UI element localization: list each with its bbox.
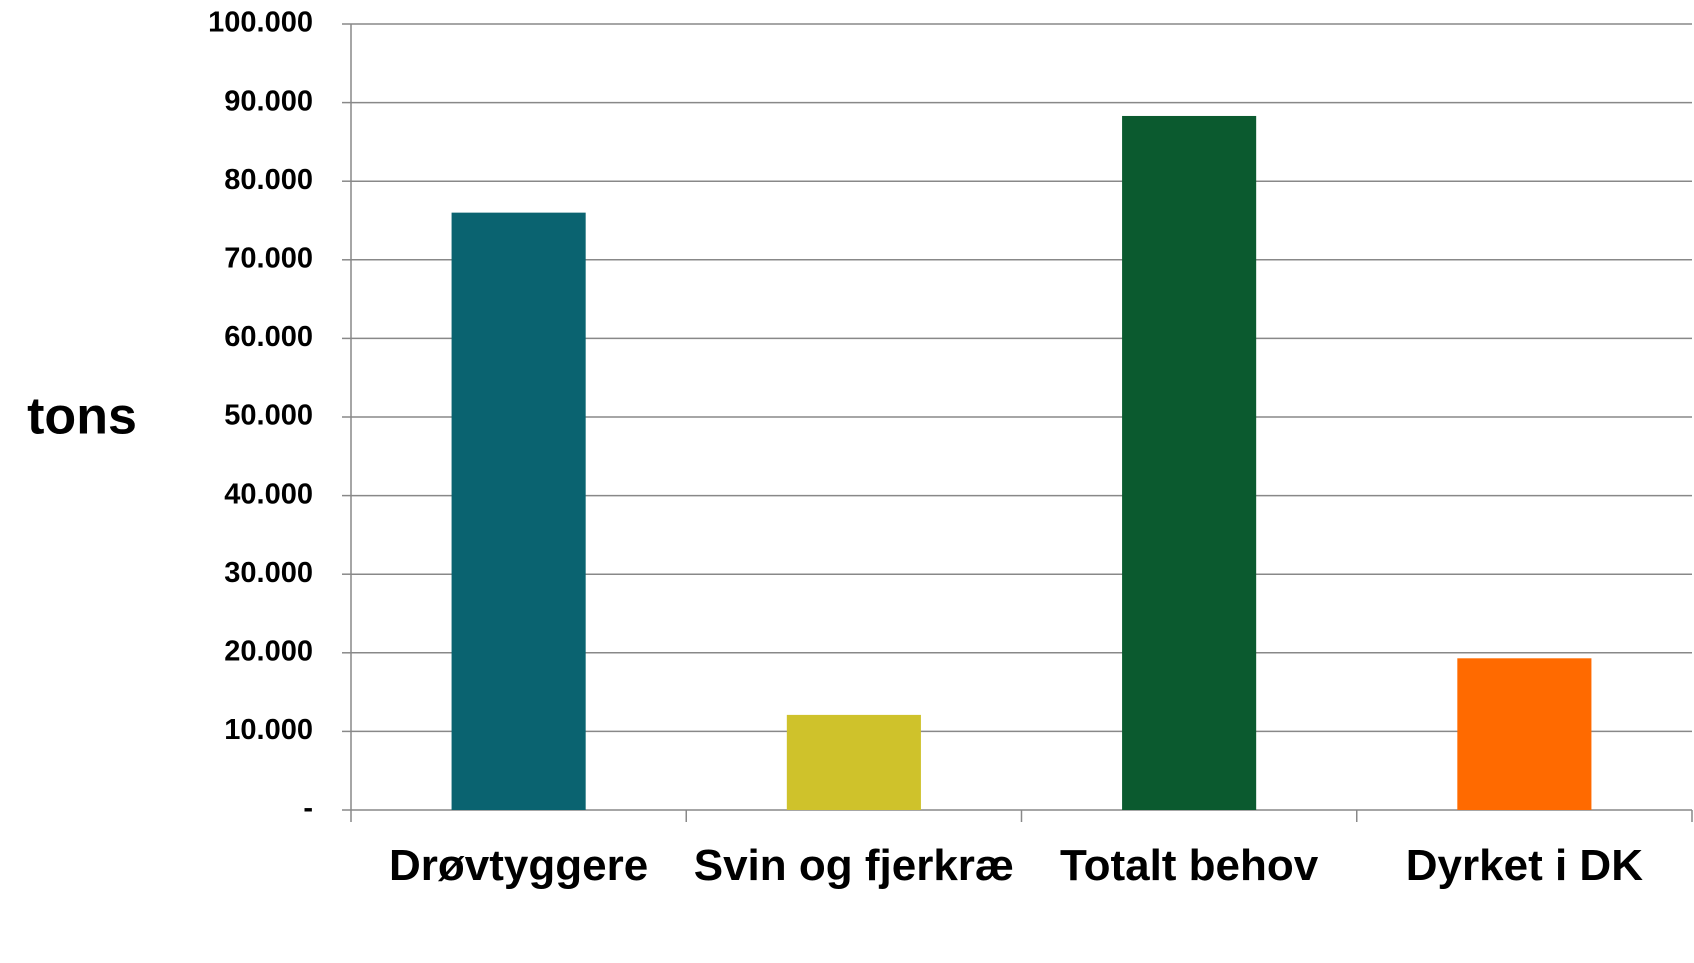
y-tick-label: - <box>303 793 313 825</box>
y-tick-label: 10.000 <box>224 714 313 746</box>
y-axis-label: tons <box>27 388 137 446</box>
x-tick-label: Dyrket i DK <box>1405 841 1643 890</box>
y-tick-label: 40.000 <box>224 478 313 510</box>
y-tick-label: 100.000 <box>208 7 313 39</box>
x-tick-label: Drøvtyggere <box>389 841 649 890</box>
y-tick-label: 50.000 <box>224 400 313 432</box>
y-tick-label: 90.000 <box>224 85 313 117</box>
y-tick-label: 70.000 <box>224 242 313 274</box>
bar <box>451 212 586 810</box>
bar <box>1457 658 1592 810</box>
bar <box>1122 115 1257 811</box>
y-tick-label: 80.000 <box>224 164 313 196</box>
y-tick-label: 20.000 <box>224 635 313 667</box>
y-tick-label: 30.000 <box>224 557 313 589</box>
x-tick-label: Totalt behov <box>1059 841 1319 890</box>
bar <box>786 714 921 810</box>
x-tick-label: Svin og fjerkræ <box>693 841 1015 890</box>
y-tick-label: 60.000 <box>224 321 313 353</box>
